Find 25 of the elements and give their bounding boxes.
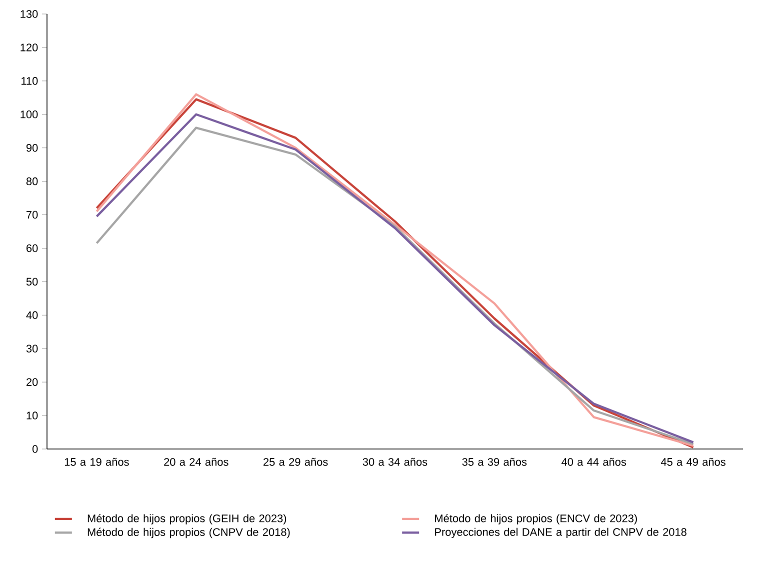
y-tick-label: 20 [26,378,38,386]
y-tick-label: 80 [26,177,38,186]
legend-label: Método de hijos propios (CNPV de 2018) [88,528,290,538]
y-tick-label: 130 [20,10,38,18]
y-tick-label: 100 [20,110,38,118]
y-tick-label: 90 [26,144,38,152]
x-tick-label: 15 a 19 años [64,458,129,466]
y-tick-label: 120 [20,44,38,52]
y-tick-label: 110 [22,77,38,85]
y-tick-label: 50 [26,278,38,286]
y-tick-label: 70 [26,210,38,219]
x-tick-label: 45 a 49 años [660,458,726,466]
y-tick-label: 10 [26,412,38,420]
x-tick-label: 25 a 29 años [264,458,328,466]
x-tick-label: 35 a 39 años [462,458,527,466]
x-tick-label: 20 a 24 años [164,458,228,466]
y-tick-label: 60 [26,244,38,252]
y-tick-label: 40 [26,311,38,320]
y-tick-label: 0 [32,445,38,453]
legend-label: Método de hijos propios (ENCV de 2023) [435,514,637,524]
x-tick-label: 30 a 34 años [362,458,428,466]
legend-label: Proyecciones del DANE a partir del CNPV de 2018 [435,528,686,538]
y-tick-label: 30 [26,344,38,352]
x-tick-label: 40 a 44 años [562,458,626,466]
legend-label: Método de hijos propios (GEIH de 2023) [88,514,286,524]
